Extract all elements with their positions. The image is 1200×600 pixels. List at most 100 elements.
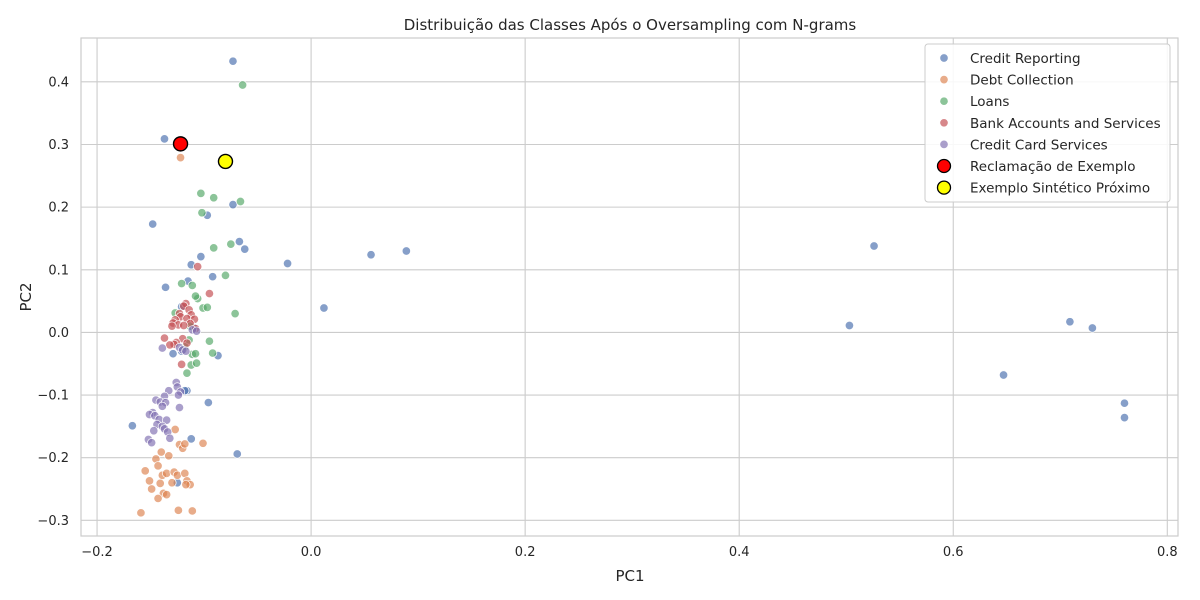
point-debt-collection <box>181 469 189 477</box>
highlight-exemplo-sintetico-proximo <box>218 154 232 168</box>
y-tick-label: −0.3 <box>37 514 69 529</box>
point-credit-card-services <box>158 344 166 352</box>
x-tick-label: 0.8 <box>1157 545 1178 560</box>
point-loans <box>177 279 185 287</box>
point-debt-collection <box>141 467 149 475</box>
x-tick-label: 0.6 <box>943 545 964 560</box>
point-loans <box>192 359 200 367</box>
point-loans <box>231 309 239 317</box>
point-credit-reporting <box>1120 399 1128 407</box>
point-loans <box>198 209 206 217</box>
point-credit-reporting <box>1066 318 1074 326</box>
point-debt-collection <box>154 462 162 470</box>
point-debt-collection <box>162 469 170 477</box>
point-bank-accounts-and-services <box>166 341 174 349</box>
point-credit-reporting <box>1088 324 1096 332</box>
point-credit-reporting <box>197 252 205 260</box>
point-credit-reporting <box>235 237 243 245</box>
point-credit-reporting <box>402 247 410 255</box>
legend-marker <box>940 119 948 127</box>
point-debt-collection <box>147 485 155 493</box>
point-credit-reporting <box>208 272 216 280</box>
point-loans <box>205 337 213 345</box>
point-credit-reporting <box>204 398 212 406</box>
point-debt-collection <box>176 153 184 161</box>
point-debt-collection <box>171 425 179 433</box>
point-credit-reporting <box>169 350 177 358</box>
point-credit-reporting <box>283 259 291 267</box>
point-bank-accounts-and-services <box>160 334 168 342</box>
x-axis-title: PC1 <box>615 567 644 585</box>
point-credit-reporting <box>870 242 878 250</box>
point-loans <box>227 240 235 248</box>
point-loans <box>236 197 244 205</box>
point-credit-reporting <box>229 200 237 208</box>
point-debt-collection <box>182 480 190 488</box>
point-credit-reporting <box>149 220 157 228</box>
x-tick-label: 0.2 <box>515 545 536 560</box>
y-tick-label: −0.1 <box>37 389 69 404</box>
point-debt-collection <box>162 490 170 498</box>
legend-label: Exemplo Sintético Próximo <box>970 181 1150 197</box>
legend-label: Credit Card Services <box>970 137 1108 153</box>
point-credit-reporting <box>160 135 168 143</box>
point-loans <box>188 281 196 289</box>
x-tick-label: 0.0 <box>301 545 322 560</box>
point-credit-card-services <box>150 427 158 435</box>
legend-marker <box>940 75 948 83</box>
point-loans <box>210 244 218 252</box>
point-debt-collection <box>157 448 165 456</box>
point-debt-collection <box>156 479 164 487</box>
point-credit-card-services <box>174 391 182 399</box>
point-bank-accounts-and-services <box>168 322 176 330</box>
point-bank-accounts-and-services <box>180 321 188 329</box>
point-credit-card-services <box>166 434 174 442</box>
point-credit-reporting <box>229 57 237 65</box>
highlight-reclamacao-de-exemplo <box>174 137 188 151</box>
legend-label: Reclamação de Exemplo <box>970 159 1136 175</box>
point-bank-accounts-and-services <box>193 262 201 270</box>
point-loans <box>238 81 246 89</box>
point-credit-card-services <box>192 327 200 335</box>
point-loans <box>191 292 199 300</box>
point-loans <box>210 194 218 202</box>
point-credit-reporting <box>999 371 1007 379</box>
point-debt-collection <box>168 479 176 487</box>
point-loans <box>183 369 191 377</box>
legend-label: Loans <box>970 94 1009 110</box>
point-debt-collection <box>188 507 196 515</box>
point-credit-reporting <box>367 251 375 259</box>
y-tick-label: 0.2 <box>48 201 69 216</box>
point-debt-collection <box>173 471 181 479</box>
y-tick-label: 0.1 <box>48 263 69 278</box>
point-credit-reporting <box>161 283 169 291</box>
point-credit-reporting <box>241 245 249 253</box>
point-credit-reporting <box>128 422 136 430</box>
y-tick-label: 0.4 <box>48 75 69 90</box>
legend: Credit Reporting Debt Collection Loans Bank… <box>925 44 1170 202</box>
point-credit-reporting <box>845 321 853 329</box>
x-tick-label: −0.2 <box>81 545 113 560</box>
point-debt-collection <box>137 509 145 517</box>
point-debt-collection <box>165 452 173 460</box>
legend-label: Debt Collection <box>970 73 1074 89</box>
point-credit-reporting <box>320 304 328 312</box>
point-loans <box>203 303 211 311</box>
point-credit-reporting <box>233 450 241 458</box>
point-debt-collection <box>199 439 207 447</box>
legend-marker <box>940 140 948 148</box>
y-tick-label: −0.2 <box>37 451 69 466</box>
y-axis-title: PC2 <box>17 282 35 311</box>
point-credit-card-services <box>182 347 190 355</box>
y-tick-label: 0.3 <box>48 138 69 153</box>
chart-title: Distribuição das Classes Após o Oversamp… <box>404 16 857 34</box>
legend-label: Credit Reporting <box>970 51 1081 67</box>
point-credit-card-services <box>147 438 155 446</box>
point-debt-collection <box>154 494 162 502</box>
point-credit-card-services <box>158 402 166 410</box>
point-loans <box>208 349 216 357</box>
legend-marker <box>938 181 951 194</box>
point-loans <box>221 271 229 279</box>
legend-marker <box>940 97 948 105</box>
